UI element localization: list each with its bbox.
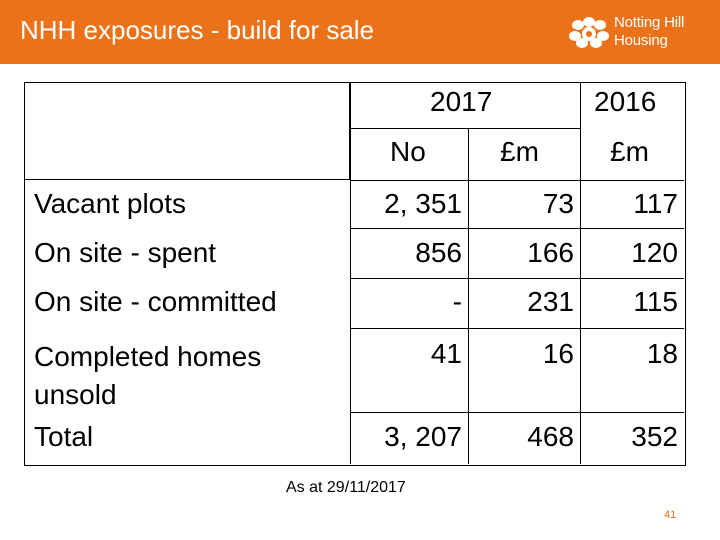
row-divider [350, 278, 684, 279]
cell-m-2016: 115 [633, 286, 678, 317]
year-2016-header: 2016 [594, 86, 657, 117]
cell-no-2017: - [452, 286, 462, 317]
gbp-2017-subheader: £m [500, 136, 539, 167]
cell-m-2016: 120 [631, 237, 678, 268]
cell-m-2017: 166 [527, 237, 574, 268]
notting-hill-housing-logo: Notting Hill Housing [566, 14, 706, 52]
cell-m-2016: 18 [646, 338, 678, 369]
header-bar: NHH exposures - build for sale Notting H… [0, 0, 720, 64]
column-divider [350, 82, 351, 464]
table-header-empty-cell [24, 82, 350, 180]
page-number: 41 [664, 509, 677, 521]
flower-logo-icon [569, 17, 609, 48]
as-at-date-note: As at 29/11/2017 [286, 479, 406, 496]
cell-m-2017: 231 [527, 286, 574, 317]
row-divider [350, 328, 684, 329]
no-2017-subheader: No [390, 136, 426, 167]
page-title: NHH exposures - build for sale [20, 15, 375, 45]
year-2017-header: 2017 [430, 86, 493, 117]
cell-m-2016-total: 352 [631, 421, 678, 452]
row-label-on-site-committed: On site - committed [34, 286, 277, 317]
row-divider [350, 228, 684, 229]
row-label-completed-homes-unsold: Completed homes unsold [34, 341, 262, 410]
cell-m-2017: 73 [542, 188, 574, 219]
logo-text-line1: Notting Hill [614, 14, 685, 31]
cell-no-2017: 2, 351 [384, 188, 462, 219]
cell-no-2017: 856 [415, 237, 462, 268]
exposures-table [24, 82, 686, 466]
gbp-2016-subheader: £m [610, 136, 649, 167]
column-divider [580, 82, 581, 464]
row-label-on-site-spent: On site - spent [34, 237, 217, 268]
cell-m-2017-total: 468 [527, 421, 574, 452]
column-divider [468, 128, 469, 464]
cell-no-2017-total: 3, 207 [384, 421, 462, 452]
row-divider [350, 180, 684, 181]
row-divider [350, 128, 580, 129]
cell-m-2017: 16 [542, 338, 574, 369]
logo-text-line2: Housing [614, 32, 668, 49]
cell-m-2016: 117 [633, 188, 678, 219]
row-label-vacant-plots: Vacant plots [34, 188, 187, 219]
row-divider [350, 412, 684, 413]
row-label-total: Total [34, 421, 94, 452]
cell-no-2017: 41 [430, 338, 462, 369]
